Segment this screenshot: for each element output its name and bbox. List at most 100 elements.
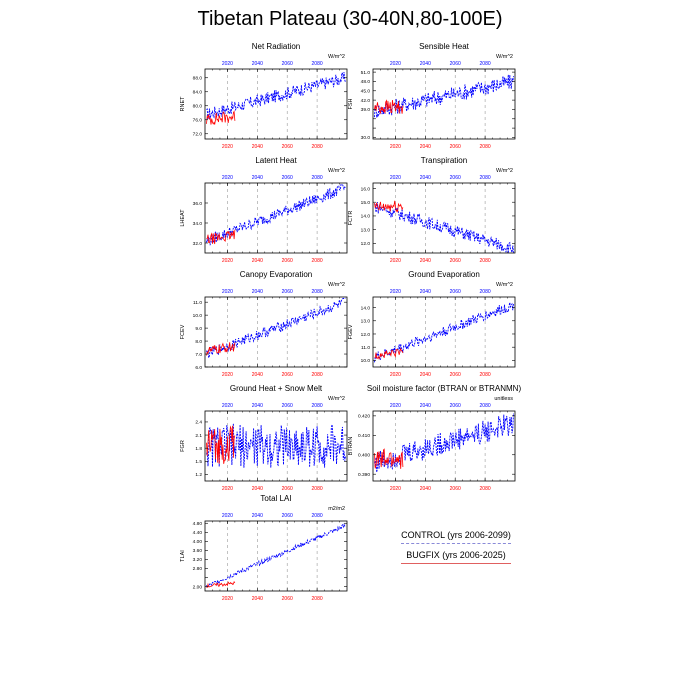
series-control-line	[206, 523, 346, 589]
x-bottom-tick-label: 2060	[282, 372, 293, 378]
y-tick-label: 34.0	[193, 221, 203, 227]
panel-unit: W/m^2	[328, 54, 345, 60]
series-control-line	[374, 74, 514, 118]
series-control-line	[206, 423, 346, 468]
series-bugfix-line	[206, 580, 236, 588]
x-top-tick-label: 2040	[252, 61, 263, 67]
x-bottom-tick-label: 2020	[390, 486, 401, 492]
y-tick-label: 9.0	[195, 326, 202, 332]
panel-tlai: Total LAI m2/m2 2020 2040 2060 2080 2020 2040 20…	[180, 494, 348, 602]
series-bugfix-line	[206, 425, 236, 464]
y-tick-label: 14.0	[361, 305, 371, 311]
series-bugfix-line	[374, 347, 404, 360]
y-tick-label: 45.0	[361, 89, 371, 95]
y-tick-label: 84.0	[193, 90, 203, 96]
y-tick-label: 4.80	[193, 521, 203, 527]
y-tick-label: 1.2	[195, 472, 202, 478]
x-top-tick-label: 2020	[390, 61, 401, 67]
panel-unit: W/m^2	[496, 54, 513, 60]
x-bottom-tick-label: 2080	[480, 258, 491, 264]
x-top-tick-label: 2020	[222, 513, 233, 519]
y-tick-label: 10.0	[193, 313, 203, 319]
panel-title: Sensible Heat	[419, 42, 470, 51]
x-bottom-tick-label: 2060	[450, 486, 461, 492]
x-top-tick-label: 2060	[450, 403, 461, 409]
panel-fsh: Sensible Heat W/m^2 2020 2040 2060 2080 2020 20…	[348, 42, 516, 150]
x-top-tick-label: 2080	[312, 61, 323, 67]
y-tick-label: 39.0	[361, 107, 371, 113]
y-tick-label: 8.0	[195, 339, 202, 345]
series-bugfix-line	[206, 110, 236, 125]
x-bottom-tick-label: 2080	[312, 596, 323, 602]
panel-lheat: Latent Heat W/m^2 2020 2040 2060 2080 2020 2040…	[180, 156, 348, 264]
x-top-tick-label: 2060	[282, 289, 293, 295]
panel-rnet: Net Radiation W/m^2 2020 2040 2060 2080 2020 20…	[180, 42, 348, 150]
panel-unit: W/m^2	[496, 168, 513, 174]
x-top-tick-label: 2020	[390, 403, 401, 409]
x-bottom-tick-label: 2020	[222, 372, 233, 378]
y-tick-label: 2.4	[195, 420, 202, 426]
x-bottom-tick-label: 2060	[282, 486, 293, 492]
x-bottom-tick-label: 2040	[252, 486, 263, 492]
plot-frame	[204, 182, 348, 254]
x-bottom-tick-label: 2080	[312, 144, 323, 150]
x-bottom-tick-label: 2080	[312, 372, 323, 378]
x-bottom-tick-label: 2060	[282, 596, 293, 602]
y-axis-label: RNET	[180, 96, 186, 112]
x-top-tick-label: 2060	[282, 61, 293, 67]
y-axis-label: BTRAN	[348, 437, 354, 456]
y-tick-label: 88.0	[193, 76, 203, 82]
panel-title: Total LAI	[260, 494, 291, 503]
series-bugfix-line	[374, 99, 404, 115]
y-tick-label: 36.0	[193, 201, 203, 207]
y-tick-label: 7.0	[195, 352, 202, 358]
panel-title: Canopy Evaporation	[240, 270, 313, 279]
legend-bugfix-line	[401, 563, 511, 564]
series-control-line	[206, 71, 346, 120]
y-tick-label: 2.1	[195, 433, 202, 439]
x-top-tick-label: 2080	[312, 513, 323, 519]
x-top-tick-label: 2080	[480, 175, 491, 181]
y-axis-label: LHEAT	[180, 209, 186, 227]
plot-frame	[204, 410, 348, 482]
panel-fgr: Ground Heat + Snow Melt W/m^2 2020 2040 2060…	[180, 384, 348, 492]
x-bottom-tick-label: 2060	[282, 258, 293, 264]
y-axis-label: FCTR	[348, 211, 354, 226]
x-top-tick-label: 2080	[480, 289, 491, 295]
series-bugfix-line	[374, 200, 404, 213]
x-bottom-tick-label: 2040	[420, 486, 431, 492]
x-bottom-tick-label: 2060	[450, 258, 461, 264]
x-top-tick-label: 2020	[390, 175, 401, 181]
y-axis-label: FGEV	[348, 324, 354, 339]
panel-unit: W/m^2	[496, 282, 513, 288]
legend-control-line	[401, 543, 511, 544]
y-tick-label: 80.0	[193, 104, 203, 110]
plot-frame	[204, 296, 348, 368]
x-top-tick-label: 2060	[450, 175, 461, 181]
y-tick-label: 0.400	[358, 453, 370, 459]
x-top-tick-label: 2020	[390, 289, 401, 295]
x-top-tick-label: 2040	[252, 289, 263, 295]
x-bottom-tick-label: 2040	[252, 258, 263, 264]
x-top-tick-label: 2080	[480, 61, 491, 67]
x-bottom-tick-label: 2020	[222, 258, 233, 264]
y-tick-label: 4.40	[193, 530, 203, 536]
x-top-tick-label: 2040	[420, 403, 431, 409]
x-top-tick-label: 2060	[450, 289, 461, 295]
x-top-tick-label: 2060	[282, 513, 293, 519]
x-top-tick-label: 2080	[312, 403, 323, 409]
series-control-line	[206, 183, 346, 246]
x-bottom-tick-label: 2060	[450, 372, 461, 378]
panel-fctr: Transpiration W/m^2 2020 2040 2060 2080 2020 20…	[348, 156, 516, 264]
y-tick-label: 11.0	[193, 300, 202, 306]
x-top-tick-label: 2040	[252, 403, 263, 409]
y-tick-label: 6.0	[195, 365, 202, 371]
series-control-line	[374, 302, 514, 363]
y-tick-label: 48.0	[361, 79, 371, 85]
panel-fgev: Ground Evaporation W/m^2 2020 2040 2060 2080 2…	[348, 270, 516, 378]
x-bottom-tick-label: 2040	[420, 258, 431, 264]
x-bottom-tick-label: 2080	[480, 486, 491, 492]
y-tick-label: 11.0	[361, 345, 370, 351]
y-tick-label: 2.00	[193, 584, 203, 590]
plot-frame	[372, 68, 516, 140]
